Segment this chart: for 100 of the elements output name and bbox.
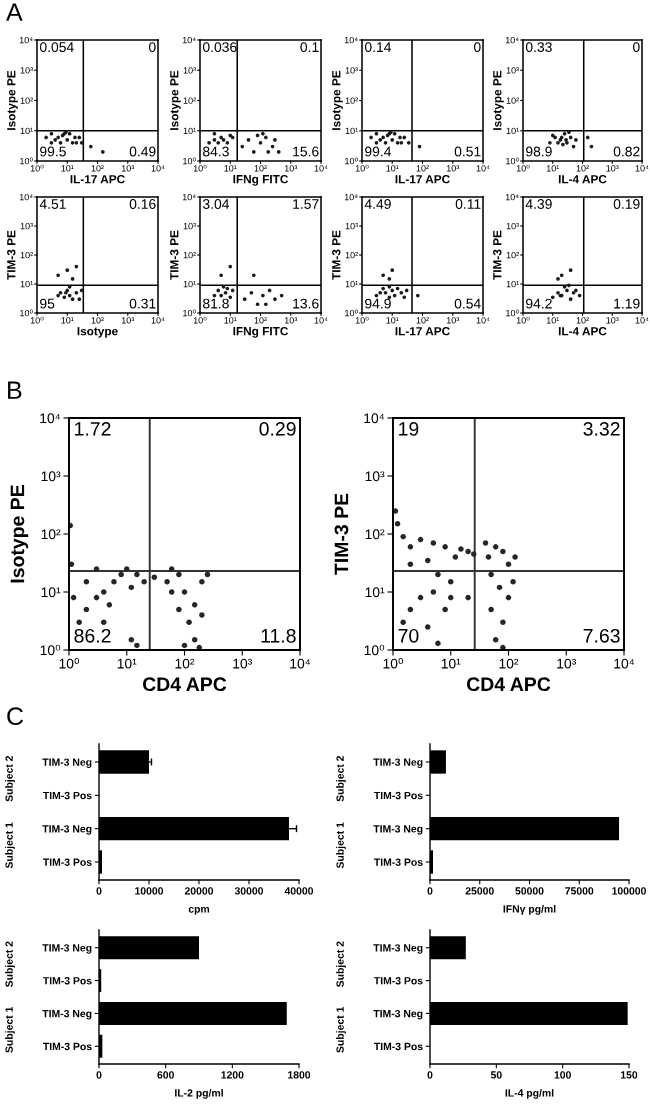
y-axis-title: TIM-3 PE [7,230,16,280]
y-tick-label: 10¹ [20,127,33,135]
x-tick-label: 10¹ [386,317,399,324]
x-tick-label: 0 [427,1071,433,1079]
annotation: 0.19 [613,199,640,209]
y-tick-label: 10² [20,97,33,104]
y-axis-title: TIM-3 PE [170,230,179,280]
y-tick-label: 10¹ [183,127,196,135]
y-tick-label: 10¹ [183,280,196,288]
y-tick-label: 10³ [41,471,61,482]
y-axis-title: Isotype PE [170,70,181,130]
y-tick-label: 10³ [183,222,196,230]
y-tick-label: 10⁰ [506,157,519,165]
annotation: 11.8 [261,628,296,643]
x-tick-label: 10¹ [546,317,560,324]
x-tick-label: 10¹ [117,658,137,669]
x-tick-label: 10⁰ [355,164,369,172]
annotation: 0.11 [455,199,481,209]
y-tick-label: 10⁴ [19,36,33,44]
x-axis-title: IL-2 pg/ml [175,1088,223,1099]
y-tick-label: 10² [183,251,196,259]
annotation: 99.4 [365,146,392,157]
annotation: 4.51 [39,199,66,209]
x-tick-label: 10⁴ [476,165,490,172]
text: Subject 1 [5,1006,15,1053]
y-tick-label: 10⁴ [182,193,196,201]
annotation: 19 [399,421,419,436]
x-tick-label: 10³ [606,165,619,172]
x-axis-title: IFNγ pg/ml [503,904,556,915]
y-tick-label: TIM-3 Neg [42,825,92,835]
y-axis-title: TIM-3 PE [334,493,349,575]
x-tick-label: 1200 [221,1071,244,1079]
annotation: 94.2 [526,298,552,309]
x-axis-title: CD4 APC [142,677,227,692]
x-tick-label: 10³ [121,165,135,172]
annotation: 7.63 [583,628,620,643]
text: Subject 2 [336,755,346,802]
x-tick-label: 10³ [121,317,135,324]
y-tick-label: 10³ [183,67,196,74]
y-tick-label: TIM-3 Neg [373,944,423,954]
annotation: 0.29 [259,421,296,436]
x-tick-label: 10¹ [441,658,461,669]
annotation: 0 [149,42,156,53]
x-axis-title: IL-4 APC [558,175,607,184]
x-tick-label: 75000 [565,887,594,895]
annotation: 0.1 [300,42,319,53]
y-axis-title: Isotype PE [10,485,29,583]
y-tick-label: TIM-3 Pos [373,977,423,985]
annotation: 0.054 [39,42,74,53]
text: Subject 2 [5,941,15,988]
text: Subject 1 [5,822,15,869]
x-tick-label: 10³ [446,317,460,324]
text: Subject 2 [5,755,15,802]
y-tick-label: 10¹ [506,280,519,288]
annotation: 4.49 [364,199,391,209]
x-tick-label: 10³ [606,317,619,324]
x-tick-label: 0 [427,887,433,895]
y-tick-label: 10⁰ [364,644,385,656]
y-axis-title: TIM-3 PE [493,230,502,280]
y-tick-label: TIM-3 Pos [42,791,92,800]
y-tick-label: 10³ [345,222,358,230]
x-tick-label: 10³ [284,165,298,172]
y-tick-label: TIM-3 Pos [373,791,423,800]
y-tick-label: 10² [20,251,33,259]
y-tick-label: TIM-3 Pos [42,858,92,866]
x-tick-label: 10⁴ [635,165,649,172]
y-tick-label: 10⁴ [19,193,33,201]
x-tick-label: 10⁰ [516,316,530,324]
x-axis-title: IFNg FITC [233,174,289,186]
x-tick-label: 150 [620,1071,638,1079]
y-tick-label: 10³ [345,67,358,74]
x-tick-label: 10⁰ [516,164,530,172]
y-tick-label: TIM-3 Neg [42,944,92,954]
y-tick-label: 10⁴ [505,36,519,44]
x-tick-label: 10² [91,165,104,172]
y-axis-title: TIM-3 PE [332,230,341,280]
text: Subject 1 [336,822,346,869]
x-tick-label: 10⁴ [314,317,328,324]
y-tick-label: 10¹ [506,127,519,135]
x-tick-label: 10³ [233,658,253,669]
y-tick-label: 10⁴ [344,193,358,201]
x-tick-label: 10⁰ [193,164,207,172]
annotation: 0 [633,42,640,53]
y-tick-label: 10⁰ [506,309,519,317]
y-tick-label: TIM-3 Neg [373,758,423,768]
chart-title: C [7,707,24,726]
y-tick-label: 10² [506,251,519,259]
x-tick-label: 10¹ [224,165,237,172]
x-tick-label: 50000 [515,887,544,895]
annotation: 0 [474,42,481,53]
x-tick-label: 10⁰ [30,316,44,324]
y-tick-label: TIM-3 Pos [373,858,423,866]
x-tick-label: 100000 [612,887,646,895]
y-tick-label: 10² [41,529,61,540]
x-axis-title: cpm [188,906,210,915]
annotation: 0.31 [129,298,156,309]
x-axis-title: IFNg FITC [233,326,289,338]
y-tick-label: 10² [506,97,519,104]
x-tick-label: 10⁰ [193,316,207,324]
chart-title: A [6,3,23,21]
